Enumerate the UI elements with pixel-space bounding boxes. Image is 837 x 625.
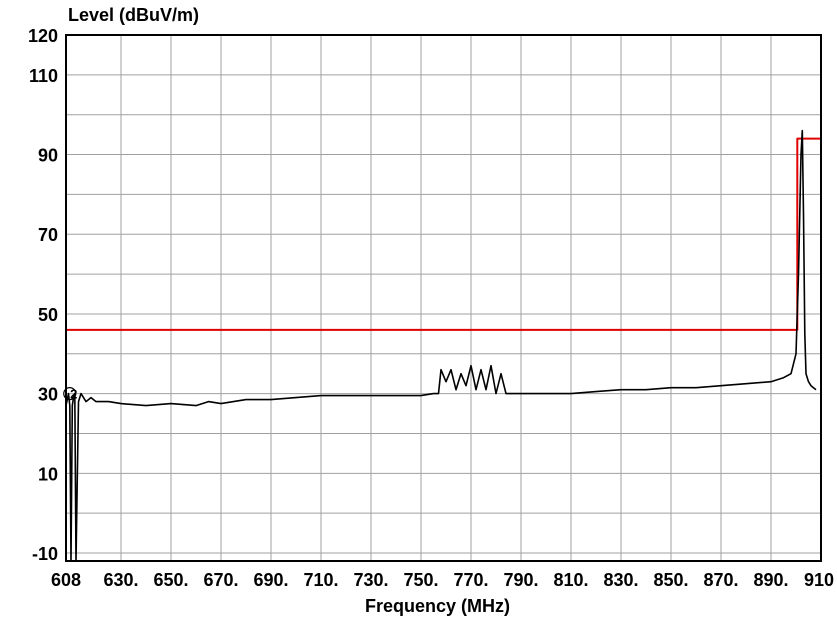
x-tick-label-3: 670.: [203, 570, 238, 590]
y-tick-label-7: -10: [32, 544, 58, 564]
x-tick-label-11: 830.: [603, 570, 638, 590]
limit-line: [66, 137, 821, 331]
x-tick-label-10: 810.: [553, 570, 588, 590]
x-tick-label-13: 870.: [703, 570, 738, 590]
y-tick-label-5: 30: [38, 385, 58, 405]
x-tick-label-2: 650.: [153, 570, 188, 590]
marker-label: 2: [70, 387, 77, 402]
x-tick-label-14: 890.: [753, 570, 788, 590]
x-tick-label-15: 910: [804, 570, 834, 590]
x-tick-label-4: 690.: [253, 570, 288, 590]
x-tick-label-0: 608: [51, 570, 81, 590]
y-tick-label-4: 50: [38, 305, 58, 325]
x-tick-label-8: 770.: [453, 570, 488, 590]
y-tick-label-0: 120: [28, 26, 58, 46]
y-tick-label-2: 90: [38, 146, 58, 166]
x-axis-label: Frequency (MHz): [364, 596, 510, 616]
y-tick-label-3: 70: [38, 225, 58, 245]
marker-circle: [63, 387, 77, 401]
x-tick-label-1: 630.: [103, 570, 138, 590]
measurement-trace: [65, 129, 817, 562]
x-tick-label-9: 790.: [503, 570, 538, 590]
x-tick-label-6: 730.: [353, 570, 388, 590]
x-tick-label-7: 750.: [403, 570, 438, 590]
y-axis-label: Level (dBuV/m): [68, 5, 200, 25]
y-tick-label-1: 110: [29, 66, 58, 86]
y-tick-label-6: 10: [38, 464, 58, 484]
x-tick-label-5: 710.: [303, 570, 338, 590]
plot-frame: [65, 34, 822, 562]
plot-area: [66, 35, 821, 561]
x-tick-label-12: 850.: [653, 570, 688, 590]
